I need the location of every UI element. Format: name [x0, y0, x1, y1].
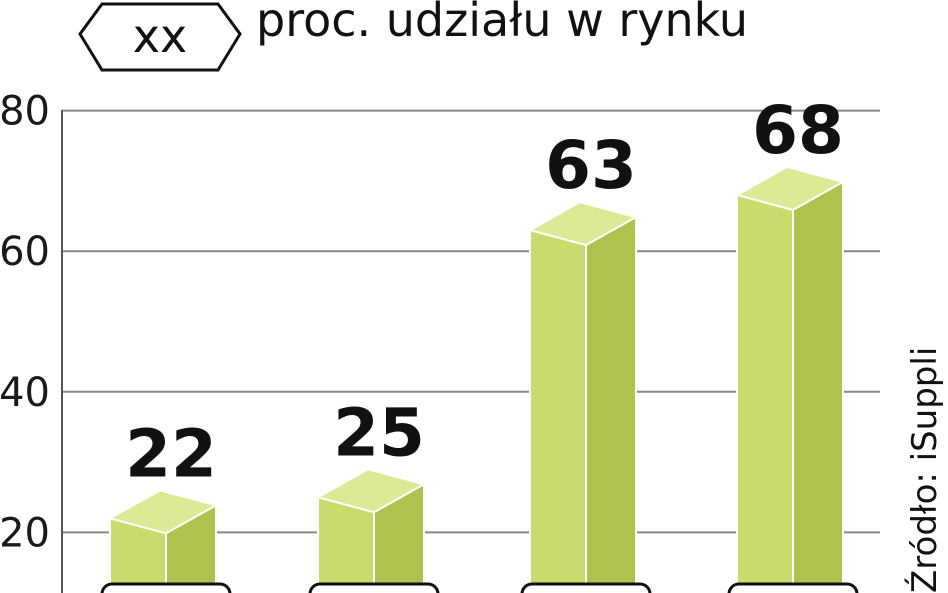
y-tick-label: 60 — [0, 229, 50, 275]
legend-hexagon-icon — [78, 2, 242, 72]
y-tick-label: 40 — [0, 370, 50, 416]
category-boxes — [100, 582, 859, 593]
bar-front-face — [317, 496, 375, 593]
value-label: 22 — [125, 415, 217, 492]
bar-front-face — [529, 229, 587, 593]
bar-front-face — [736, 193, 794, 593]
category-box — [727, 582, 859, 593]
bar-side-face — [585, 213, 637, 593]
category-box — [308, 582, 440, 593]
bar-top-face — [107, 489, 219, 535]
bars — [107, 165, 846, 593]
bar-1 — [107, 489, 219, 593]
legend-symbol-text: xx — [133, 9, 187, 63]
bar-3 — [527, 201, 639, 593]
category-box — [100, 582, 232, 593]
source-label: Źródło: iSuppli — [904, 347, 945, 593]
bar-side-face — [792, 178, 844, 593]
chart-title: proc. udziału w rynku — [256, 0, 748, 47]
bar-4 — [734, 165, 846, 593]
value-label: 63 — [545, 127, 637, 204]
bar-top-face — [315, 468, 427, 514]
y-tick-label: 80 — [0, 89, 50, 135]
bar-2 — [315, 468, 427, 593]
value-label: 25 — [333, 394, 425, 471]
value-labels: 22 25 63 68 — [125, 92, 844, 492]
bar-top-face — [734, 165, 846, 212]
value-label: 68 — [752, 92, 844, 169]
y-axis-ticks: 20 40 60 80 — [0, 89, 50, 557]
category-box — [520, 582, 652, 593]
legend: xx proc. udziału w rynku — [78, 0, 748, 72]
bar-top-face — [527, 201, 639, 247]
y-tick-label: 20 — [0, 510, 50, 556]
